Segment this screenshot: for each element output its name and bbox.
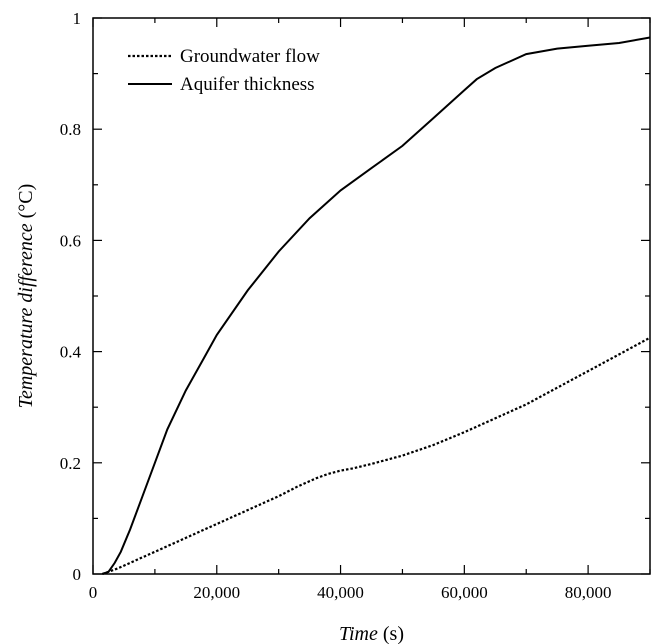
y-axis-label-main: Temperature difference [15,223,37,408]
y-tick-label: 0.8 [60,120,81,139]
y-tick-label: 0.4 [60,343,82,362]
x-tick-label: 0 [89,583,98,602]
series-lines [101,36,651,576]
y-axis-label: Temperature difference (°C) [15,184,37,409]
series-line-groundwater-flow [101,336,651,576]
y-tick-label: 0.6 [60,231,81,250]
y-tick-label: 0.2 [60,454,81,473]
x-tick-label: 60,000 [441,583,488,602]
x-tick-label: 20,000 [193,583,240,602]
axis-ticks [92,17,651,575]
tick-labels: 0 20,000 40,000 60,000 80,000 0 0.2 0.4 0.6 0.8 1 [60,9,612,602]
x-axis-label-unit: (s) [378,623,404,644]
y-tick-label: 0 [73,565,82,584]
x-axis-label-main: Time [339,623,378,644]
x-tick-label: 40,000 [317,583,364,602]
y-axis-label-unit: (°C) [15,184,37,224]
y-tick-label: 1 [73,9,82,28]
series-line-aquifer-thickness [101,36,651,575]
x-axis-label: Time (s) [339,623,404,644]
legend: Groundwater flow Aquifer thickness [128,46,320,95]
x-tick-label: 80,000 [565,583,612,602]
legend-label: Aquifer thickness [180,74,315,95]
legend-label: Groundwater flow [180,46,320,67]
plot-frame [92,17,651,575]
